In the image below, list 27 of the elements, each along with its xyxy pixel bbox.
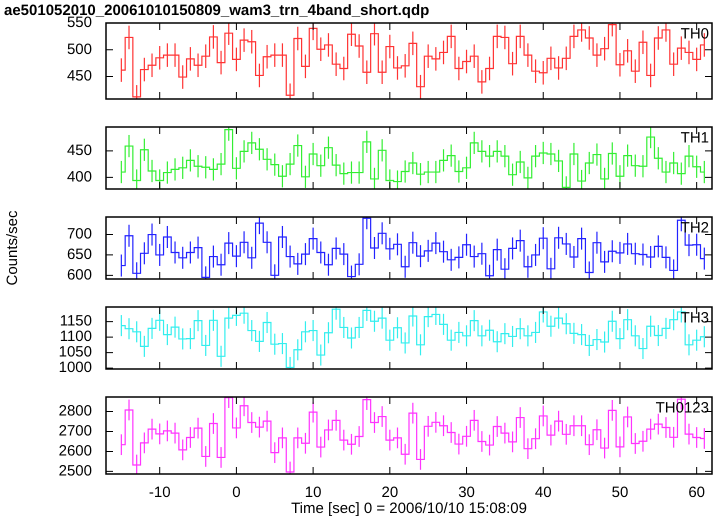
y-tick-label: 2800 — [58, 402, 92, 420]
x-tick-label: 10 — [304, 484, 322, 502]
x-tick-label: 40 — [534, 484, 552, 502]
x-axis-title: Time [sec] 0 = 2006/10/10 15:08:09 — [291, 500, 527, 516]
y-tick-label: 2700 — [58, 422, 92, 440]
y-tick-label: 700 — [66, 226, 92, 243]
y-tick-label: 450 — [66, 68, 92, 85]
x-tick-label: 0 — [232, 484, 241, 502]
y-tick-label: 450 — [66, 142, 92, 159]
y-tick-label: 2500 — [58, 462, 92, 480]
y-tick-label: 2600 — [58, 442, 92, 460]
series-label: TH0 — [680, 26, 709, 43]
series-label: TH1 — [680, 130, 709, 147]
y-tick-label: 1050 — [58, 344, 92, 361]
x-tick-label: -10 — [148, 484, 171, 502]
y-tick-label: 600 — [66, 266, 92, 284]
x-tick-label: 30 — [458, 484, 475, 502]
y-tick-label: 1100 — [60, 328, 92, 346]
y-axis-title: Counts/sec — [4, 210, 22, 286]
x-tick-label: 60 — [688, 484, 705, 502]
y-tick-label: 400 — [66, 168, 92, 186]
x-tick-label: 20 — [381, 484, 398, 502]
y-tick-label: 650 — [66, 246, 92, 264]
y-tick-label: 500 — [66, 40, 92, 58]
y-tick-label: 1000 — [58, 359, 92, 376]
y-tick-label: 1150 — [60, 312, 92, 330]
x-tick-label: 50 — [612, 484, 628, 502]
